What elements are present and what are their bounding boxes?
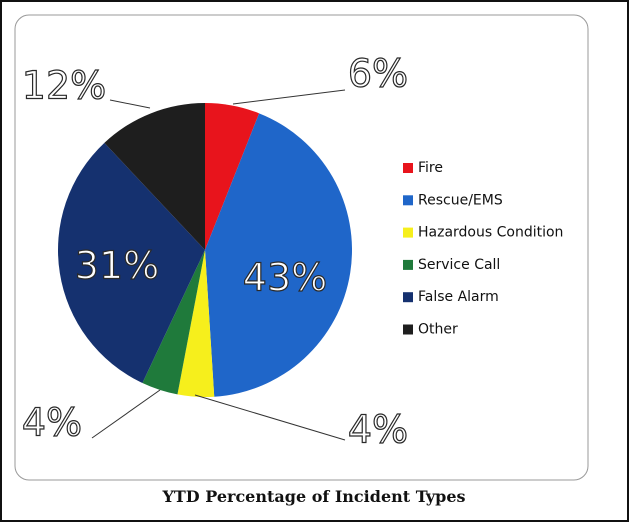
pie-slice	[205, 103, 260, 250]
legend-label: False Alarm	[418, 289, 499, 305]
data-label: 31%	[75, 244, 159, 288]
legend-swatch	[403, 163, 413, 173]
pie-slice	[142, 250, 205, 395]
leader-line	[109, 99, 151, 109]
legend-label: Other	[418, 322, 458, 338]
chart-title: YTD Percentage of Incident Types	[161, 487, 465, 506]
pie-slice	[177, 250, 215, 397]
leader-line	[194, 394, 346, 441]
legend-swatch	[403, 259, 413, 270]
legend-swatch	[403, 292, 413, 303]
data-label: 12%	[22, 64, 106, 108]
data-label: 4%	[22, 401, 82, 445]
data-label: 6%	[348, 52, 408, 96]
pie-slice	[57, 142, 206, 384]
legend-swatch	[403, 324, 413, 335]
leader-line	[91, 389, 161, 439]
data-label: 4%	[348, 408, 408, 452]
legend-label: Hazardous Condition	[418, 225, 563, 241]
legend-swatch	[403, 227, 413, 238]
leader-line	[232, 89, 346, 105]
legend-label: Rescue/EMS	[418, 192, 503, 208]
pie-slice	[104, 103, 205, 250]
legend-label: Fire	[418, 160, 443, 176]
data-label: 43%	[243, 256, 327, 300]
pie-slice	[205, 113, 352, 397]
legend-label: Service Call	[418, 257, 500, 273]
legend-swatch	[403, 195, 413, 206]
